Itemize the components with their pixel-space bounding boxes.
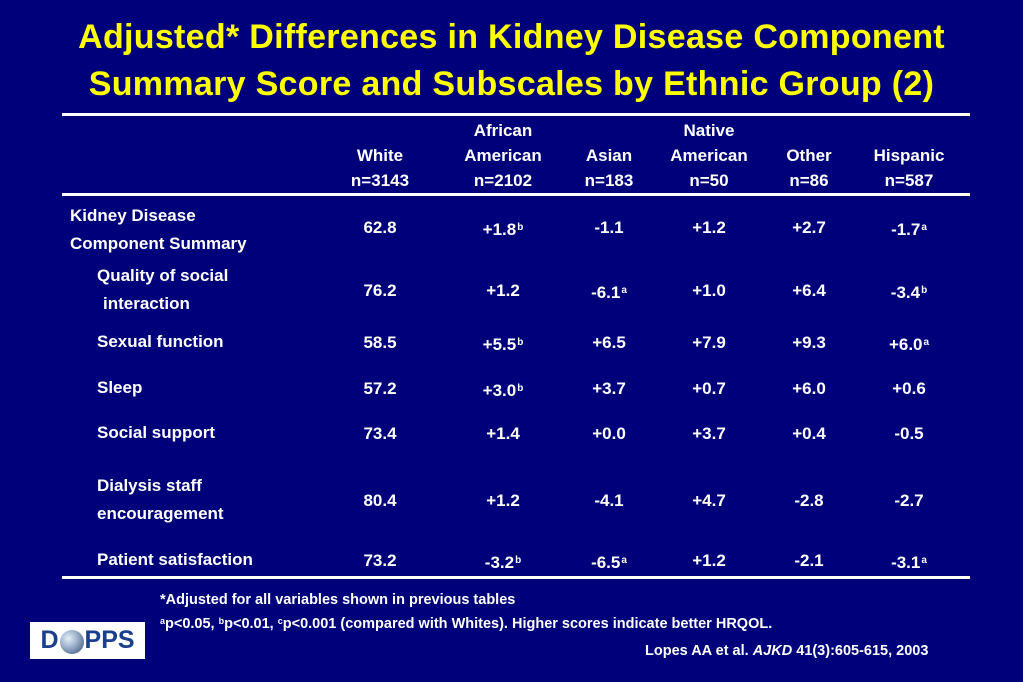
column-header-african-american: African American n=2102	[464, 121, 542, 190]
cell-social-support-asian: +0.0	[592, 424, 626, 443]
cell-dialysis-staff-encouragement-other: -2.8	[794, 491, 824, 510]
cell-sleep-african-american: +3.0b	[482, 381, 524, 400]
row-label-social-support: Social support	[97, 423, 216, 442]
row-label-patient-satisfaction: Patient satisfaction	[97, 550, 253, 569]
table-bottom-rule	[62, 576, 970, 579]
cell-social-support-hispanic: -0.5	[894, 424, 924, 443]
cell-dialysis-staff-encouragement-african-american: +1.2	[486, 491, 520, 510]
cell-sexual-function-white: 58.5	[363, 333, 397, 352]
globe-icon	[59, 629, 84, 654]
cell-social-support-native-american: +3.7	[692, 424, 726, 443]
cell-kidney-disease-component-summary-asian: -1.1	[594, 218, 624, 237]
row-label-quality-of-social-interaction: Quality of social interaction	[97, 266, 229, 313]
cell-sexual-function-other: +9.3	[792, 333, 826, 352]
cell-quality-of-social-interaction-african-american: +1.2	[486, 281, 520, 300]
cell-sexual-function-african-american: +5.5b	[482, 335, 524, 354]
cell-kidney-disease-component-summary-hispanic: -1.7a	[891, 220, 927, 239]
cell-kidney-disease-component-summary-african-american: +1.8b	[482, 220, 524, 239]
cell-social-support-african-american: +1.4	[486, 424, 520, 443]
row-label-sexual-function: Sexual function	[97, 332, 224, 351]
column-header-asian: Asian n=183	[584, 146, 634, 190]
cell-sleep-white: 57.2	[363, 379, 397, 398]
row-label-kidney-disease-component-summary: Kidney Disease Component Summary	[70, 206, 247, 253]
cell-quality-of-social-interaction-native-american: +1.0	[692, 281, 726, 300]
cell-social-support-white: 73.4	[363, 424, 397, 443]
cell-quality-of-social-interaction-white: 76.2	[363, 281, 397, 300]
footnote-significance: ap<0.05, bp<0.01, cp<0.001 (compared wit…	[160, 616, 773, 632]
cell-dialysis-staff-encouragement-white: 80.4	[363, 491, 397, 510]
slide-title-line-2: Summary Score and Subscales by Ethnic Gr…	[88, 65, 935, 103]
cell-sleep-other: +6.0	[792, 379, 826, 398]
column-header-hispanic: Hispanic n=587	[873, 146, 945, 190]
dopps-logo: D PPS	[30, 622, 145, 659]
cell-sexual-function-hispanic: +6.0a	[888, 335, 930, 354]
column-header-white: White n=3143	[350, 146, 410, 190]
column-header-native-american: Native American n=50	[670, 121, 748, 190]
header-rule	[62, 193, 970, 196]
cell-dialysis-staff-encouragement-asian: -4.1	[594, 491, 624, 510]
cell-patient-satisfaction-asian: -6.5a	[591, 553, 627, 572]
cell-social-support-other: +0.4	[792, 424, 826, 443]
cell-quality-of-social-interaction-asian: -6.1a	[591, 283, 627, 302]
cell-patient-satisfaction-hispanic: -3.1a	[891, 553, 927, 572]
slide-title-line-1: Adjusted* Differences in Kidney Disease …	[78, 18, 945, 56]
cell-sexual-function-asian: +6.5	[592, 333, 626, 352]
column-header-other: Other n=86	[786, 146, 832, 190]
table-top-rule	[62, 113, 970, 116]
cell-dialysis-staff-encouragement-native-american: +4.7	[692, 491, 726, 510]
cell-sleep-asian: +3.7	[592, 379, 626, 398]
cell-patient-satisfaction-african-american: -3.2b	[484, 553, 522, 572]
cell-quality-of-social-interaction-other: +6.4	[792, 281, 826, 300]
cell-sleep-hispanic: +0.6	[892, 379, 926, 398]
row-label-dialysis-staff-encouragement: Dialysis staff encouragement	[97, 476, 224, 523]
cell-quality-of-social-interaction-hispanic: -3.4b	[890, 283, 928, 302]
cell-sexual-function-native-american: +7.9	[692, 333, 726, 352]
cell-kidney-disease-component-summary-white: 62.8	[363, 218, 397, 237]
cell-kidney-disease-component-summary-other: +2.7	[792, 218, 826, 237]
cell-dialysis-staff-encouragement-hispanic: -2.7	[894, 491, 924, 510]
cell-kidney-disease-component-summary-native-american: +1.2	[692, 218, 726, 237]
row-label-sleep: Sleep	[97, 378, 143, 397]
cell-patient-satisfaction-native-american: +1.2	[692, 551, 726, 570]
cell-sleep-native-american: +0.7	[692, 379, 726, 398]
cell-patient-satisfaction-white: 73.2	[363, 551, 397, 570]
footnote-adjusted: *Adjusted for all variables shown in pre…	[160, 592, 516, 608]
citation: Lopes AA et al. AJKD 41(3):605-615, 2003	[645, 643, 929, 659]
cell-patient-satisfaction-other: -2.1	[794, 551, 824, 570]
